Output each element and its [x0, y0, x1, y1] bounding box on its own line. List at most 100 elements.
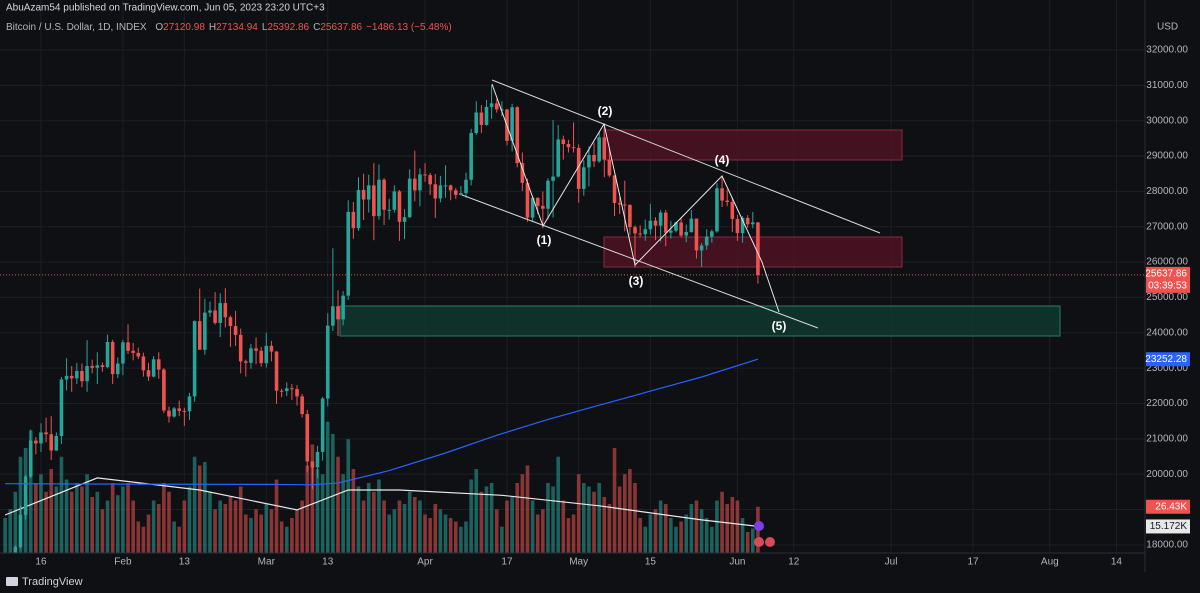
drawings: (1) (2) (3) (4) (5) — [461, 79, 881, 547]
volume-bar — [13, 491, 18, 553]
volume-bar — [643, 526, 648, 553]
volume-bar — [622, 474, 627, 553]
volume-bar — [740, 518, 745, 553]
candle-body — [597, 137, 601, 162]
volume-bar — [587, 486, 591, 553]
volume-bar — [146, 514, 151, 553]
volume-bar — [663, 504, 668, 553]
volume-bar — [413, 497, 417, 553]
volume-bar — [356, 486, 361, 553]
volume-bar — [95, 491, 100, 553]
volume-average-tag — [1146, 519, 1190, 534]
volume-bar — [597, 483, 601, 553]
candle-body — [213, 310, 217, 323]
volume-bar — [638, 518, 642, 553]
volume-bar — [715, 500, 719, 553]
x-tick-label: Aug — [1041, 557, 1059, 568]
volume-bar — [535, 514, 540, 553]
ma-label: 23252.28 — [1145, 354, 1187, 365]
x-tick-label: 17 — [967, 557, 979, 568]
candle-body — [561, 139, 566, 145]
volume-bar — [223, 504, 228, 553]
volume-bar — [187, 486, 192, 553]
ohlc-value: 27120.98 — [163, 22, 205, 33]
volume-bar — [228, 497, 233, 553]
candle-body — [269, 345, 274, 352]
event-icon[interactable] — [754, 537, 764, 547]
volume-bar — [28, 430, 33, 553]
volume-bar — [382, 500, 386, 553]
candle-body — [459, 193, 463, 195]
candle-body — [64, 375, 69, 380]
x-tick-label: May — [569, 557, 588, 568]
candle-body — [643, 229, 648, 235]
volume-bar — [320, 474, 325, 553]
candle-body — [479, 112, 484, 125]
volume-bar — [121, 486, 125, 553]
volume-bar — [628, 469, 632, 553]
x-tick-label: 14 — [1111, 557, 1123, 568]
volume-bar — [182, 500, 187, 553]
event-icon[interactable] — [754, 521, 764, 531]
volume-bar — [648, 514, 653, 553]
volume-bar — [730, 497, 735, 553]
volume-bar — [704, 518, 709, 553]
volume-bar — [39, 474, 43, 553]
volume-bar — [300, 500, 304, 553]
wave-label: (5) — [772, 319, 787, 333]
supply-zone — [603, 129, 903, 161]
volume-bar — [607, 504, 612, 553]
volume-bar — [110, 483, 115, 553]
volume-bar — [115, 495, 120, 553]
candle-body — [305, 414, 310, 462]
y-tick-label: 25000.00 — [1146, 292, 1188, 303]
volume-bar — [453, 521, 458, 553]
candle-body — [433, 184, 438, 199]
candle-body — [725, 200, 729, 202]
candle-body — [254, 348, 258, 351]
candle-body — [602, 137, 607, 160]
volume-bar — [438, 509, 443, 553]
last-price-tag — [1146, 266, 1190, 293]
candle-body — [23, 476, 28, 515]
volume-bar — [689, 504, 694, 553]
candle-body — [249, 348, 253, 363]
brand-name: TradingView — [22, 576, 83, 588]
volume-bar — [254, 509, 258, 553]
candle-body — [612, 175, 617, 204]
candle-body — [325, 325, 330, 399]
volume-bar — [331, 434, 335, 553]
candle-body — [633, 227, 637, 234]
volume-bar — [351, 469, 356, 553]
candle-body — [151, 359, 156, 377]
wave-label: (1) — [537, 233, 552, 247]
volume-bar — [489, 483, 494, 553]
volume-bar — [18, 456, 23, 553]
candle-body — [59, 379, 64, 436]
candle-body — [571, 147, 576, 149]
candle-body — [121, 342, 125, 364]
volume-bar — [341, 474, 345, 553]
candle-body — [628, 204, 632, 228]
candle-body — [535, 197, 540, 206]
event-icon[interactable] — [765, 537, 775, 547]
candle-body — [576, 147, 581, 189]
candle-body — [49, 434, 54, 451]
candle-body — [300, 396, 304, 415]
candle-body — [115, 363, 120, 375]
candle-body — [85, 366, 89, 382]
candle-body — [510, 107, 514, 141]
candle-body — [95, 365, 100, 368]
candle-body — [162, 369, 166, 411]
candle-body — [587, 154, 591, 168]
candle-body — [704, 236, 709, 246]
candle-body — [648, 220, 653, 230]
volume-bar — [500, 526, 504, 553]
candle-body — [182, 410, 187, 412]
volume-bar — [402, 504, 407, 553]
candle-body — [110, 341, 115, 375]
ohlc-value: 25392.86 — [267, 22, 309, 33]
x-tick-label: 13 — [179, 557, 191, 568]
volume-bar — [69, 491, 74, 553]
